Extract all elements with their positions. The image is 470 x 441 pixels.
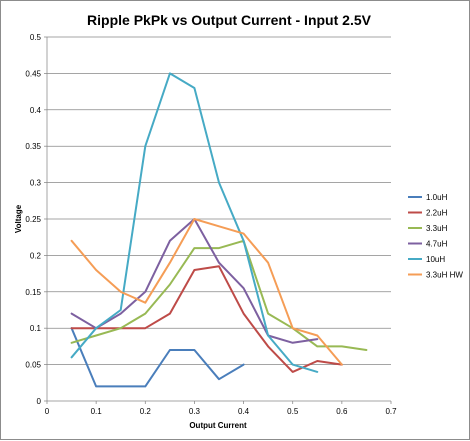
x-tick-label: 0.4 <box>238 407 250 416</box>
y-tick-label: 0.3 <box>30 179 42 188</box>
y-axis-label: Voltage <box>14 204 23 233</box>
y-tick-label: 0.45 <box>25 69 41 78</box>
legend: 1.0uH 2.2uH 3.3uH 4.7uH 10uH 3.3uH HW <box>408 193 463 280</box>
x-tick-label: 0.6 <box>336 407 348 416</box>
y-tick-label: 0.25 <box>25 215 41 224</box>
y-tick-label: 0 <box>37 397 42 406</box>
y-tick-label: 0.1 <box>30 324 42 333</box>
x-tick-label: 0.5 <box>287 407 299 416</box>
x-tick-label: 0.7 <box>385 407 397 416</box>
y-tick-label: 0.5 <box>30 33 42 42</box>
x-axis-label: Output Current <box>189 421 247 430</box>
y-tick-label: 0.15 <box>25 288 41 297</box>
legend-label-4-7uh: 4.7uH <box>426 240 448 249</box>
grid-layer <box>47 36 391 365</box>
y-tick-label: 0.2 <box>30 251 42 260</box>
legend-label-10uh: 10uH <box>426 255 445 264</box>
y-tick-label: 0.4 <box>30 106 42 115</box>
legend-label-2-2uh: 2.2uH <box>426 209 448 218</box>
legend-label-3-3uh-hw: 3.3uH HW <box>426 271 463 280</box>
legend-label-3-3uh: 3.3uH <box>426 224 448 233</box>
chart-title: Ripple PkPk vs Output Current - Input 2.… <box>87 12 372 28</box>
x-tick-label: 0.2 <box>140 407 152 416</box>
series-line-3-3uh <box>70 239 368 351</box>
series-line-1-0uh <box>70 327 245 388</box>
y-tick-label: 0.35 <box>25 142 41 151</box>
legend-label-1-0uh: 1.0uH <box>426 193 448 202</box>
x-tick-label: 0.1 <box>91 407 103 416</box>
y-tick-label: 0.05 <box>25 361 41 370</box>
series-layer <box>70 72 368 388</box>
series-line-3-3uh-hw <box>70 218 343 366</box>
x-tick-label: 0.3 <box>189 407 201 416</box>
x-tick-label: 0 <box>45 407 50 416</box>
axis-layer: 0 0.05 0.1 0.15 0.2 0.25 0.3 0.35 0.4 0.45 0.5 0 0.1… <box>25 33 397 416</box>
series-line-2-2uh <box>70 265 343 373</box>
series-line-10uh <box>70 72 319 373</box>
